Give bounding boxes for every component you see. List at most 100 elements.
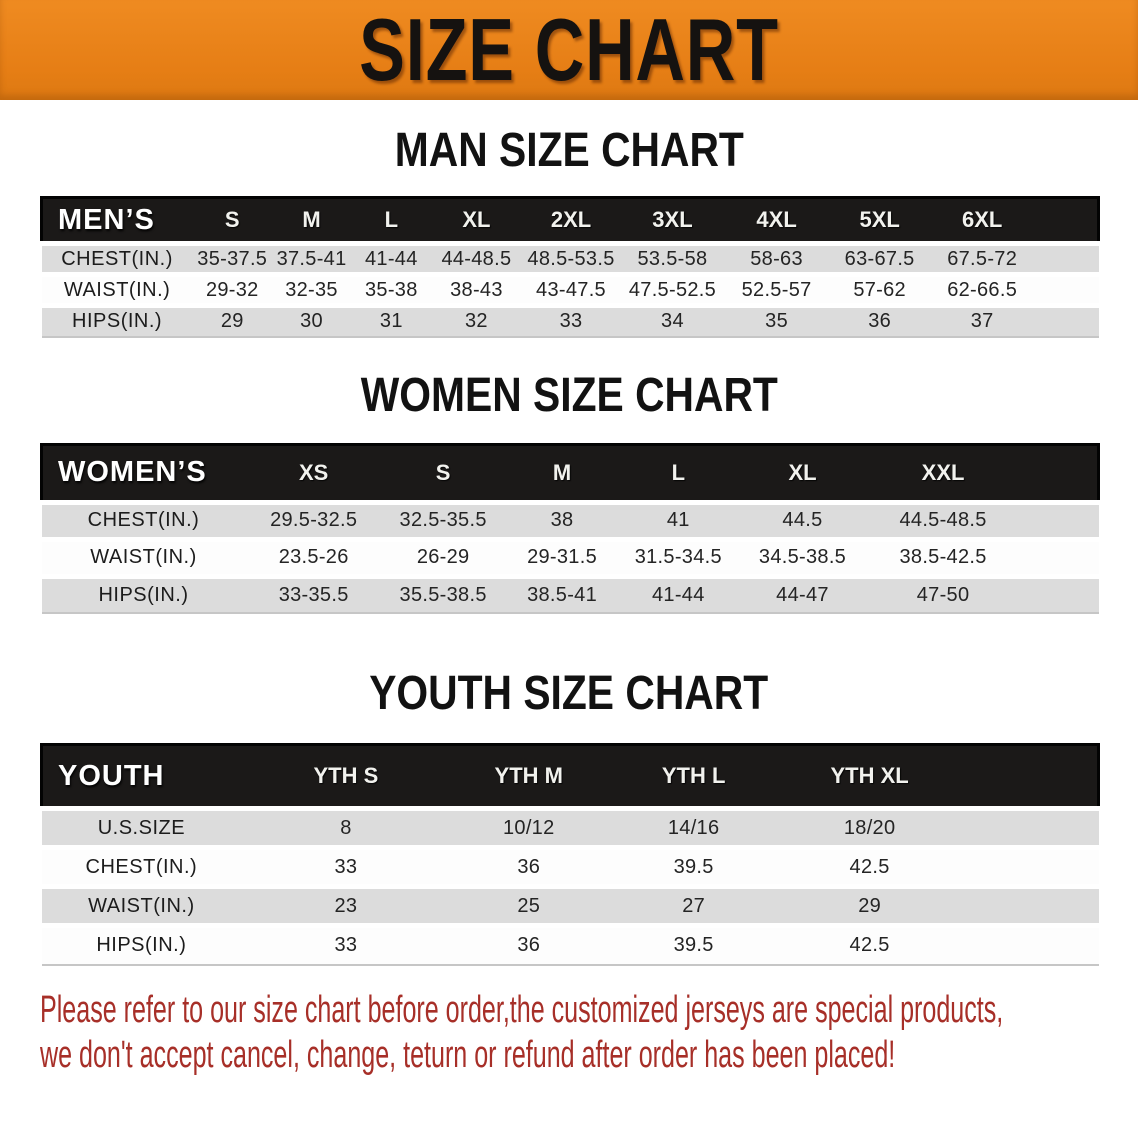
spacer-cell bbox=[1018, 502, 1098, 539]
spacer-cell bbox=[959, 809, 1099, 848]
size-column-header: XL bbox=[736, 442, 869, 504]
spacer-cell bbox=[959, 848, 1099, 887]
men-heading-text: MAN SIZE CHART bbox=[394, 124, 744, 177]
table-row: HIPS(IN.) 29 30 31 32 33 34 35 36 37 bbox=[41, 305, 1099, 337]
size-value-cell: 23.5-26 bbox=[278, 546, 349, 568]
spacer-cell bbox=[1018, 539, 1098, 576]
size-value-cell: 33 bbox=[559, 310, 583, 333]
size-column-header: YTH M bbox=[450, 743, 607, 810]
measure-row-label: WAIST(IN.) bbox=[90, 546, 197, 568]
size-value-cell: 34.5-38.5 bbox=[758, 546, 847, 568]
spacer-cell bbox=[1034, 244, 1099, 275]
size-value-cell: 32 bbox=[464, 310, 488, 333]
size-value-cell: 36 bbox=[868, 310, 892, 333]
size-value-cell: 34 bbox=[661, 310, 684, 333]
order-policy-note: Please refer to our size chart before or… bbox=[40, 988, 1138, 1078]
size-value-cell: 39.5 bbox=[673, 934, 714, 957]
size-value-cell: 33-35.5 bbox=[278, 583, 349, 606]
size-column-header: 4XL bbox=[724, 196, 829, 245]
size-column-header: 3XL bbox=[620, 196, 725, 245]
size-value-cell: 38 bbox=[550, 509, 574, 531]
table-row: CHEST(IN.) 35-37.5 37.5-41 41-44 44-48.5 48.5… bbox=[41, 243, 1099, 275]
men-section-heading: MAN SIZE CHART bbox=[0, 127, 1138, 175]
size-column-header: L bbox=[619, 442, 737, 504]
size-value-cell: 23 bbox=[334, 894, 358, 917]
women-heading-text: WOMEN SIZE CHART bbox=[360, 368, 778, 422]
size-value-cell: 67.5-72 bbox=[947, 247, 1018, 270]
size-value-cell: 47.5-52.5 bbox=[628, 278, 717, 301]
measure-row-label: CHEST(IN.) bbox=[87, 509, 200, 531]
size-value-cell: 62-66.5 bbox=[947, 278, 1018, 301]
size-column-header: XL bbox=[431, 196, 522, 245]
measure-row-label: WAIST(IN.) bbox=[63, 278, 171, 301]
youth-heading-text: YOUTH SIZE CHART bbox=[369, 667, 769, 720]
table-row: WAIST(IN.) 23 25 27 29 bbox=[41, 886, 1099, 926]
size-value-cell: 14/16 bbox=[667, 816, 720, 839]
size-value-cell: 29 bbox=[220, 310, 244, 333]
measure-row-label: HIPS(IN.) bbox=[72, 310, 163, 333]
men-group-label: MEN’S bbox=[39, 196, 193, 245]
measure-row-label: CHEST(IN.) bbox=[85, 855, 198, 878]
size-value-cell: 47-50 bbox=[916, 583, 970, 606]
size-value-cell: 29-32 bbox=[205, 278, 259, 301]
spacer-cell bbox=[1034, 306, 1099, 337]
size-value-cell: 26-29 bbox=[416, 546, 470, 568]
banner-title: SIZE CHART bbox=[359, 0, 779, 99]
size-value-cell: 39.5 bbox=[673, 855, 714, 878]
size-value-cell: 43-47.5 bbox=[536, 278, 606, 301]
size-value-cell: 42.5 bbox=[849, 855, 890, 878]
size-value-cell: 57-62 bbox=[853, 278, 906, 301]
size-column-header: S bbox=[192, 196, 272, 245]
size-value-cell: 35 bbox=[765, 310, 789, 333]
size-value-cell: 31.5-34.5 bbox=[634, 546, 722, 568]
men-header-row: MEN’S S M L XL 2XL 3XL 4XL 5XL 6XL bbox=[39, 196, 1100, 245]
size-value-cell: 41 bbox=[666, 509, 690, 531]
header-spacer-cell bbox=[1018, 442, 1101, 504]
order-policy-note-line2: we don't accept cancel, change, teturn o… bbox=[40, 1033, 896, 1076]
women-header-row: WOMEN’S XS S M L XL XXL bbox=[40, 442, 1101, 504]
size-value-cell: 10/12 bbox=[502, 816, 555, 839]
size-value-cell: 35.5-38.5 bbox=[399, 583, 487, 606]
spacer-cell bbox=[959, 887, 1099, 926]
size-value-cell: 52.5-57 bbox=[741, 278, 812, 301]
size-value-cell: 35-38 bbox=[365, 278, 418, 301]
size-value-cell: 38.5-42.5 bbox=[899, 546, 987, 568]
youth-header-row: YOUTH YTH S YTH M YTH L YTH XL bbox=[40, 743, 1100, 810]
size-value-cell: 30 bbox=[300, 310, 323, 333]
size-column-header: 2XL bbox=[521, 196, 621, 245]
size-column-header: 5XL bbox=[828, 196, 931, 245]
women-size-table: WOMEN’S XS S M L XL XXL CHEST(IN.) 29.5-32.5 32… bbox=[40, 442, 1101, 615]
size-value-cell: 36 bbox=[517, 855, 541, 878]
size-value-cell: 37 bbox=[970, 310, 994, 333]
size-value-cell: 41-44 bbox=[651, 583, 705, 606]
size-value-cell: 53.5-58 bbox=[637, 247, 708, 270]
size-value-cell: 44.5 bbox=[782, 509, 823, 531]
men-size-table: MEN’S S M L XL 2XL 3XL 4XL 5XL 6XL CHEST(IN.) 35-… bbox=[39, 196, 1100, 338]
measure-row-label: CHEST(IN.) bbox=[61, 247, 173, 270]
size-value-cell: 32-35 bbox=[285, 278, 338, 301]
measure-row-label: WAIST(IN.) bbox=[88, 894, 195, 917]
size-column-header: L bbox=[351, 196, 432, 245]
size-column-header: M bbox=[504, 442, 620, 504]
size-value-cell: 25 bbox=[517, 894, 541, 917]
measure-row-label: HIPS(IN.) bbox=[98, 583, 189, 606]
youth-section-heading: YOUTH SIZE CHART bbox=[0, 670, 1138, 718]
size-value-cell: 42.5 bbox=[849, 934, 890, 957]
table-row: WAIST(IN.) 29-32 32-35 35-38 38-43 43-47.5 47.… bbox=[41, 274, 1099, 306]
youth-size-table: YOUTH YTH S YTH M YTH L YTH XL U.S.SIZE 8 10/… bbox=[40, 743, 1100, 966]
size-value-cell: 36 bbox=[517, 934, 541, 957]
table-row: HIPS(IN.) 33 36 39.5 42.5 bbox=[41, 925, 1099, 965]
size-column-header: YTH XL bbox=[780, 743, 959, 810]
header-spacer-cell bbox=[958, 743, 1100, 810]
size-column-header: M bbox=[271, 196, 352, 245]
size-value-cell: 44-48.5 bbox=[441, 247, 512, 270]
size-column-header: YTH S bbox=[241, 743, 451, 810]
size-column-header: XXL bbox=[868, 442, 1019, 504]
size-value-cell: 44-47 bbox=[776, 583, 829, 606]
size-value-cell: 29-31.5 bbox=[527, 546, 598, 568]
size-value-cell: 38.5-41 bbox=[527, 583, 598, 606]
size-value-cell: 38-43 bbox=[450, 278, 503, 301]
size-value-cell: 37.5-41 bbox=[276, 247, 347, 270]
size-value-cell: 33 bbox=[334, 855, 358, 878]
size-value-cell: 44.5-48.5 bbox=[899, 509, 987, 531]
